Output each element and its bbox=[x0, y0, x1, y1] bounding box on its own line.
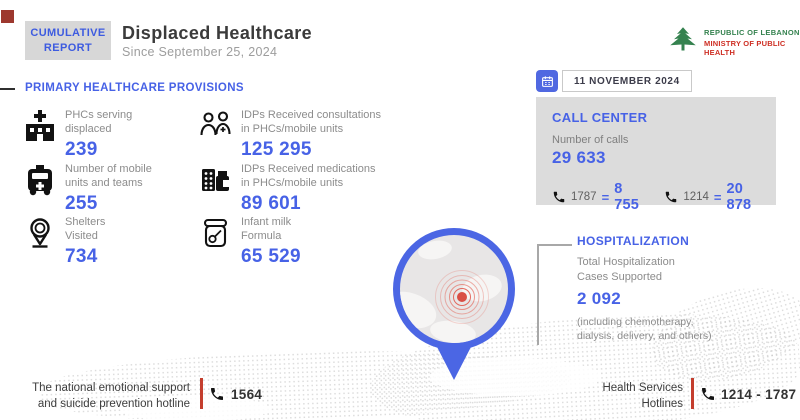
primary-healthcare-heading: PRIMARY HEALTHCARE PROVISIONS bbox=[25, 82, 244, 94]
phone-icon bbox=[664, 190, 678, 204]
corner-accent bbox=[1, 10, 14, 23]
stat-value: 65 529 bbox=[241, 245, 301, 267]
separator bbox=[200, 378, 203, 409]
hotline-calls: 20 878 bbox=[726, 181, 752, 213]
hotline-number: 1214 bbox=[683, 191, 709, 203]
infant-formula-icon bbox=[198, 215, 234, 251]
stat-label: Number of mobile units and teams bbox=[65, 163, 152, 190]
hospitalization-note: (including chemotherapy, dialysis, deliv… bbox=[577, 315, 712, 342]
hotline-1787: 1787 = 8 755 bbox=[552, 181, 640, 213]
calendar-icon bbox=[536, 70, 558, 92]
cedar-tree-icon bbox=[668, 24, 698, 61]
map-landmass bbox=[416, 238, 454, 262]
ministry-logo: REPUBLIC OF LEBANON MINISTRY OF PUBLIC H… bbox=[668, 24, 800, 61]
medications-icon bbox=[198, 162, 234, 198]
stat-value: 734 bbox=[65, 245, 98, 267]
stat-label: IDPs Received medications in PHCs/mobile… bbox=[241, 163, 376, 190]
hospitalization-section: HOSPITALIZATION Total Hospitalization Ca… bbox=[577, 234, 732, 343]
hospitalization-heading: HOSPITALIZATION bbox=[577, 234, 690, 248]
health-services-label: Health Services Hotlines bbox=[602, 382, 683, 410]
cumulative-report-badge: CUMULATIVE REPORT bbox=[25, 21, 111, 60]
logo-country: REPUBLIC OF LEBANON bbox=[704, 28, 800, 37]
stat-phcs: PHCs serving displaced 239 bbox=[22, 108, 145, 161]
equals-sign: = bbox=[713, 189, 722, 205]
logo-ministry: MINISTRY OF PUBLIC HEALTH bbox=[704, 39, 786, 57]
section-dash bbox=[0, 88, 15, 90]
separator bbox=[691, 378, 694, 409]
phone-icon bbox=[209, 386, 225, 402]
stat-shelters: Shelters Visited 734 bbox=[22, 215, 117, 268]
stat-label: IDPs Received consultations in PHCs/mobi… bbox=[241, 109, 382, 136]
report-date: 11 NOVEMBER 2024 bbox=[562, 70, 692, 92]
stat-consultations: IDPs Received consultations in PHCs/mobi… bbox=[198, 108, 391, 161]
hospitalization-label: Total Hospitalization Cases Supported bbox=[577, 256, 675, 283]
calls-label: Number of calls bbox=[552, 134, 629, 146]
equals-sign: = bbox=[601, 189, 610, 205]
stat-label: Shelters Visited bbox=[65, 216, 106, 243]
connector-line bbox=[537, 244, 539, 345]
stat-infant-formula: Infant milk Formula 65 529 bbox=[198, 215, 301, 268]
phone-icon bbox=[552, 190, 566, 204]
emotional-support-label: The national emotional support and suici… bbox=[32, 382, 190, 410]
hospital-icon bbox=[22, 108, 58, 144]
date-badge: 11 NOVEMBER 2024 bbox=[536, 70, 692, 92]
consultation-people-icon bbox=[198, 108, 234, 144]
ambulance-icon bbox=[22, 162, 58, 198]
stat-mobile-units: Number of mobile units and teams 255 bbox=[22, 162, 157, 215]
call-center-box: CALL CENTER Number of calls 29 633 1787 … bbox=[536, 97, 776, 213]
connector-line bbox=[537, 244, 572, 246]
hospitalization-value: 2 092 bbox=[577, 288, 622, 308]
call-center-heading: CALL CENTER bbox=[552, 110, 648, 125]
stat-value: 89 601 bbox=[241, 192, 301, 214]
map-pin-circle bbox=[393, 228, 515, 350]
health-services-number: 1214 - 1787 bbox=[721, 387, 797, 402]
location-pin-icon bbox=[22, 215, 58, 251]
stat-value: 125 295 bbox=[241, 138, 312, 160]
stat-medications: IDPs Received medications in PHCs/mobile… bbox=[198, 162, 376, 215]
page-title: Displaced Healthcare bbox=[122, 23, 313, 43]
stat-label: Infant milk Formula bbox=[241, 216, 292, 243]
stat-value: 255 bbox=[65, 192, 98, 214]
map-pin-tip bbox=[435, 343, 473, 380]
stat-label: PHCs serving displaced bbox=[65, 109, 133, 136]
hotline-number: 1787 bbox=[571, 191, 597, 203]
map-gap bbox=[120, 396, 270, 420]
page-subtitle: Since September 25, 2024 bbox=[122, 45, 278, 59]
stat-value: 239 bbox=[65, 138, 98, 160]
badge-line2: REPORT bbox=[43, 41, 93, 54]
badge-line1: CUMULATIVE bbox=[30, 27, 106, 40]
hotline-1214: 1214 = 20 878 bbox=[664, 181, 760, 213]
hotline-calls: 8 755 bbox=[614, 181, 639, 213]
emotional-support-number: 1564 bbox=[231, 387, 263, 402]
phone-icon bbox=[700, 386, 716, 402]
calls-value: 29 633 bbox=[552, 148, 606, 167]
